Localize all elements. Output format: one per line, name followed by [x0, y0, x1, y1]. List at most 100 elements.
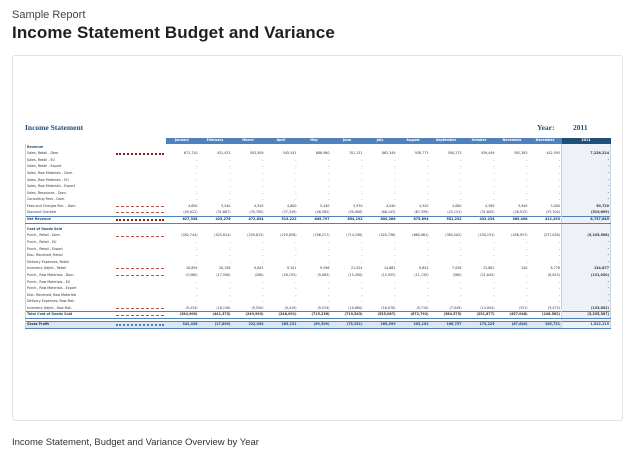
month-value-cell: (249,813)	[247, 233, 264, 238]
month-value-cell: 166,757	[429, 320, 463, 329]
total-value-cell: -	[561, 298, 611, 306]
month-value-cell: 3,000	[550, 203, 560, 208]
month-value-cell: -	[493, 171, 495, 176]
month-value-cell: -	[328, 253, 330, 258]
month-value-cell	[199, 226, 232, 233]
month-value-cell: 442,593	[546, 151, 560, 156]
month-value-cell: -	[295, 299, 297, 304]
total-value-cell: -	[561, 285, 611, 293]
month-value-cell: -	[460, 197, 462, 202]
month-header-row: January February March April May June July Augu…	[25, 138, 611, 144]
sparkline	[115, 323, 164, 326]
month-value-cell: (380)	[452, 272, 462, 277]
month-value-cell: -	[427, 253, 429, 258]
month-value-cell: -	[361, 259, 363, 264]
month-value-cell: -	[361, 184, 363, 189]
total-value-cell: -	[561, 245, 611, 253]
month-value-cell: 654,192	[330, 216, 364, 224]
month-value-cell: 4,650	[188, 203, 198, 208]
month-value-cell: (43,151)	[447, 210, 462, 215]
month-value-cell	[397, 226, 430, 233]
sparkline-cell	[114, 305, 166, 312]
row-label: Purch., Retail - EU	[25, 239, 114, 246]
table-row: Purch., Raw Materials - Export - - - - - - - - - -…	[25, 285, 611, 293]
month-value-cell: 265,099	[363, 320, 397, 329]
table-row: Inventory Adjmt., Raw Mat. (9,434) (18,126…	[25, 305, 611, 312]
month-value-cell: -	[328, 239, 330, 244]
month-value-cell: -	[295, 279, 297, 284]
month-value-cell: -	[196, 239, 198, 244]
month-value-cell: -	[526, 259, 528, 264]
month-value-cell: -	[394, 246, 396, 251]
month-value-cell: -	[493, 184, 495, 189]
row-label: Disc. Received, Retail	[25, 252, 114, 260]
month-value-cell: (520,736)	[379, 233, 396, 238]
table-row: Sales, Retail - Export - - - - - - - - - - - - -	[25, 163, 611, 171]
month-value-cell: -	[526, 272, 528, 277]
month-value-cell: -	[262, 177, 264, 182]
month-value-cell: (33,300)	[545, 210, 560, 215]
table-row: Cost of Goods Sold	[25, 226, 611, 233]
month-value-cell: -	[394, 164, 396, 169]
sparkline	[115, 275, 164, 277]
month-value-cell: -	[460, 246, 462, 251]
month-value-cell: -	[196, 299, 198, 304]
month-value-cell: -	[558, 299, 560, 304]
month-value-cell: (17,899)	[198, 320, 232, 329]
sparkline-cell	[114, 272, 166, 279]
month-value-cell: -	[460, 292, 462, 297]
month-value-cell: -	[229, 177, 231, 182]
month-value-cell: (660,961)	[412, 233, 429, 238]
sparkline-cell	[114, 259, 166, 266]
month-value-cell: -	[361, 239, 363, 244]
month-value-cell: -	[427, 239, 429, 244]
month-value-cell: (9,419)	[284, 305, 297, 310]
month-value-cell: 4,390	[485, 203, 495, 208]
month-value-cell: -	[427, 246, 429, 251]
total-value-cell: -	[561, 196, 611, 204]
month-value-cell	[529, 226, 562, 233]
month-value-cell: -	[262, 190, 264, 195]
month-value-cell: -	[229, 184, 231, 189]
month-value-cell: 4,040	[386, 203, 396, 208]
sparkline	[115, 152, 164, 155]
month-value-cell: 203,102	[396, 320, 430, 329]
month-value-cell: (284,900)	[165, 311, 199, 319]
month-header: May	[297, 138, 331, 144]
month-value-cell: (21,645)	[480, 272, 495, 277]
month-value-cell: -	[262, 239, 264, 244]
month-value-cell: -	[229, 299, 231, 304]
month-value-cell: -	[558, 292, 560, 297]
row-label: Delivery Expenses, Raw Mat.	[25, 298, 114, 306]
table-row: Discount Granted (49,022) (31,687) (35,785)…	[25, 209, 611, 217]
month-value-cell: -	[460, 279, 462, 284]
month-value-cell: 862,349	[381, 151, 396, 156]
month-value-cell: -	[460, 253, 462, 258]
table-row: Sales, Retail - Dom. 671,710 451,433 503,50…	[25, 150, 611, 158]
total-value-cell: 50,720	[561, 203, 611, 210]
table-row: Sales, Retail - EU - - - - - - - - - - - - -	[25, 157, 611, 164]
row-label: Total Cost of Goods Sold	[25, 311, 114, 319]
month-value-cell: -	[262, 171, 264, 176]
month-value-cell: -	[427, 171, 429, 176]
month-value-cell: (9,550)	[251, 305, 264, 310]
month-value-cell: (8,825)	[547, 272, 560, 277]
month-value-cell: -	[394, 239, 396, 244]
month-value-cell: (384,575)	[429, 311, 463, 319]
row-label: Purch., Raw Materials - EU	[25, 278, 114, 286]
month-value-cell: -	[229, 171, 231, 176]
month-value-cell: 9,341	[287, 266, 297, 271]
month-value-cell: 412,293	[528, 216, 562, 224]
table-row	[25, 318, 611, 322]
month-value-cell: -	[196, 259, 198, 264]
table-row: Inventory Adjmt., Retail 10,859 20,156 9,64…	[25, 265, 611, 273]
month-value-cell: -	[361, 190, 363, 195]
row-label: Purch., Retail - Export	[25, 245, 114, 253]
month-value-cell: (7,049)	[449, 305, 462, 310]
month-value-cell: -	[427, 286, 429, 291]
month-value-cell: -	[361, 246, 363, 251]
month-value-cell: 9,624	[419, 266, 429, 271]
total-value-cell: -	[561, 170, 611, 177]
month-value-cell: -	[295, 246, 297, 251]
month-value-cell: (11,745)	[414, 272, 429, 277]
